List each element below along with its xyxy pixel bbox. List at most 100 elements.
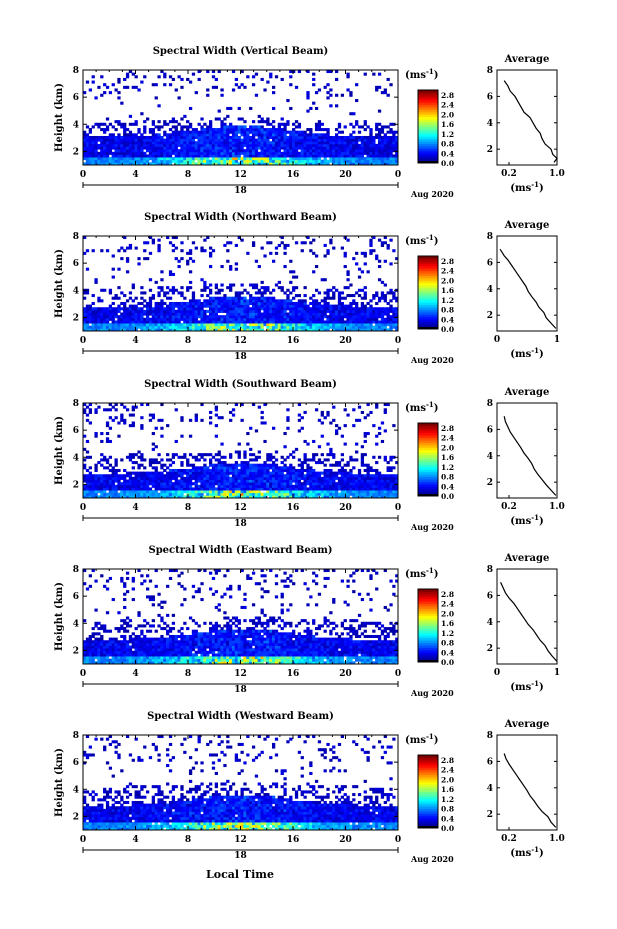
heatmap-cell [143,323,147,327]
heatmap-cell [306,309,310,313]
heatmap-cell [309,128,313,132]
colorbar-step [418,285,438,289]
heatmap-cell [300,328,304,332]
heatmap-cell [194,149,198,153]
heatmap-cell [180,301,184,306]
heatmap-cell [303,138,307,142]
heatmap-cell [326,162,330,166]
heatmap-cell [168,487,173,491]
heatmap-cell [128,312,133,316]
heatmap-cell [211,320,216,324]
heatmap-cell [120,301,124,306]
heatmap-cell [352,151,356,155]
heatmap-cell [100,135,104,140]
heatmap-cell [380,162,385,166]
heatmap-cell [123,482,127,486]
heatmap-cell [309,325,313,329]
heatmap-cell [154,138,158,142]
heatmap-cell [234,484,239,488]
heatmap-cell [180,294,184,298]
heatmap-cell [289,466,293,470]
heatmap-cell [160,138,164,142]
heatmap-cell [292,471,296,475]
heatmap-cell [214,405,218,409]
heatmap-cell [108,482,113,486]
heatmap-cell [188,122,193,126]
heatmap-cell [360,301,365,306]
heatmap-cell [372,135,376,140]
heatmap-cell [297,317,302,321]
heatmap-cell [272,312,276,316]
heatmap-cell [154,323,158,327]
average-y-tick-label: 8 [487,232,493,242]
heatmap-cell [151,122,155,126]
heatmap-cell [369,159,373,163]
heatmap-cell [157,309,161,313]
heatmap-cell [183,317,187,321]
heatmap-cell [337,135,342,140]
heatmap-cell [352,157,356,161]
heatmap-cell [131,495,135,499]
heatmap-cell [335,492,339,496]
heatmap-cell [297,476,302,480]
colorbar-step [418,273,438,276]
heatmap-cell [375,307,379,311]
heatmap-cell [320,307,324,311]
heatmap-cell [375,328,379,332]
heatmap-cell [269,304,273,308]
heatmap-cell [280,128,284,132]
heatmap-cell [151,162,155,166]
heatmap-cell [120,323,124,327]
heatmap-cell [346,307,350,311]
heatmap-cell [177,479,181,483]
heatmap-cell [160,278,164,282]
heatmap-cell [289,149,293,153]
heatmap-cell [180,157,184,161]
heatmap-cell [363,325,367,329]
heatmap-cell [263,296,267,300]
heatmap-cell [186,149,190,153]
heatmap-cell [168,157,173,161]
heatmap-cell [163,325,167,329]
heatmap-cell [243,159,247,163]
heatmap-cell [194,479,198,483]
heatmap-cell [217,141,221,145]
heatmap-cell [329,317,333,321]
heatmap-cell [128,141,133,145]
heatmap-cell [223,479,227,483]
heatmap-cell [326,453,330,457]
heatmap-cell [186,312,190,316]
heatmap-cell [289,479,293,483]
panel-title: Spectral Width (Vertical Beam) [153,46,329,57]
heatmap-cell [272,149,276,153]
heatmap-cell [231,133,236,137]
heatmap-cell [377,307,382,311]
heatmap-cell [211,455,216,459]
heatmap-cell [188,307,193,311]
heatmap-cell [272,304,276,308]
heatmap-cell [269,463,273,467]
heatmap-cell [209,296,213,300]
heatmap-cell [131,413,135,417]
heatmap-cell [123,476,127,480]
heatmap-cell [157,312,161,316]
heatmap-cell [223,495,227,499]
heatmap-cell [277,159,281,163]
heatmap-cell [140,149,144,153]
heatmap-cell [340,301,344,306]
heatmap-cell [309,466,313,470]
heatmap-cell [323,254,327,258]
heatmap-cell [263,291,267,295]
heatmap-cell [266,476,270,480]
heatmap-cell [197,138,201,142]
heatmap-cell [188,418,193,422]
heatmap-cell [372,146,376,150]
heatmap-cell [151,317,155,321]
heatmap-cell [292,320,296,324]
heatmap-cell [137,315,141,319]
heatmap-cell [320,278,324,282]
heatmap-cell [297,312,302,316]
heatmap-cell [326,482,330,486]
heatmap-cell [160,458,164,462]
heatmap-cell [260,416,264,420]
